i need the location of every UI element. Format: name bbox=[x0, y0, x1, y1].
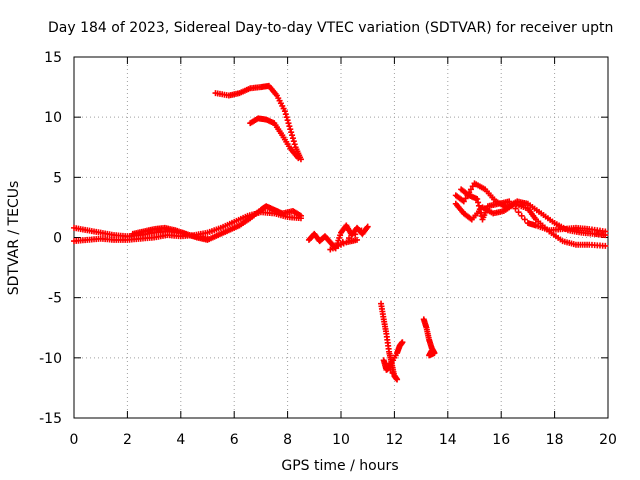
x-tick-label: 14 bbox=[439, 432, 457, 448]
x-tick-labels: 0 2 4 6 8 10 12 14 16 18 20 bbox=[70, 432, 617, 448]
data-point bbox=[285, 120, 292, 127]
y-tick-label: -15 bbox=[39, 411, 62, 427]
x-tick-label: 16 bbox=[492, 432, 510, 448]
data-point bbox=[289, 132, 296, 139]
data-point bbox=[476, 206, 483, 213]
y-tick-labels: -15 -10 -5 0 5 10 15 bbox=[39, 50, 62, 427]
y-axis-title: SDTVAR / TECUs bbox=[6, 181, 22, 296]
x-tick-label: 6 bbox=[230, 432, 239, 448]
series-arc-6c bbox=[458, 186, 609, 235]
data-point bbox=[474, 195, 481, 202]
series-arc-2b bbox=[247, 115, 302, 162]
data-point bbox=[291, 141, 298, 148]
data-point bbox=[391, 373, 398, 380]
data-point bbox=[467, 186, 474, 193]
x-tick-label: 20 bbox=[599, 432, 617, 448]
data-point bbox=[284, 117, 291, 124]
x-axis-title: GPS time / hours bbox=[281, 458, 398, 474]
data-point bbox=[389, 370, 396, 377]
data-point bbox=[346, 235, 353, 242]
x-tick-label: 4 bbox=[176, 432, 185, 448]
series-arc-2a bbox=[212, 82, 304, 163]
data-point bbox=[288, 129, 295, 136]
series-arc-3 bbox=[305, 222, 371, 253]
x-tick-label: 2 bbox=[123, 432, 132, 448]
series-arc-1c bbox=[129, 203, 304, 243]
data-point bbox=[462, 195, 469, 202]
y-tick-label: 0 bbox=[53, 231, 62, 247]
data-point bbox=[295, 155, 302, 162]
y-tick-label: -5 bbox=[48, 291, 62, 307]
data-point bbox=[297, 212, 304, 219]
y-tick-label: 15 bbox=[44, 50, 62, 66]
data-point bbox=[512, 205, 519, 212]
x-tick-label: 10 bbox=[332, 432, 350, 448]
data-point bbox=[282, 111, 289, 118]
data-point bbox=[475, 202, 482, 209]
data-point bbox=[289, 135, 296, 142]
data-point bbox=[509, 202, 516, 209]
data-point bbox=[286, 123, 293, 130]
data-point bbox=[290, 138, 297, 145]
data-point bbox=[515, 209, 522, 216]
y-tick-label: -10 bbox=[39, 351, 62, 367]
x-tick-label: 12 bbox=[385, 432, 403, 448]
data-point bbox=[602, 242, 609, 249]
data-point bbox=[506, 198, 513, 205]
series-arc-4 bbox=[378, 300, 406, 383]
data-point bbox=[521, 216, 528, 223]
data-markers bbox=[71, 82, 609, 383]
data-point bbox=[602, 228, 609, 235]
chart-title: Day 184 of 2023, Sidereal Day-to-day VTE… bbox=[48, 20, 613, 36]
data-point bbox=[428, 347, 435, 354]
y-tick-label: 5 bbox=[53, 170, 62, 186]
data-point bbox=[518, 212, 525, 219]
x-tick-label: 8 bbox=[283, 432, 292, 448]
data-point bbox=[399, 339, 406, 346]
y-tick-label: 10 bbox=[44, 110, 62, 126]
data-point bbox=[354, 236, 361, 243]
data-point bbox=[283, 114, 290, 121]
data-point bbox=[352, 231, 359, 238]
x-tick-label: 0 bbox=[70, 432, 79, 448]
data-point bbox=[394, 376, 401, 383]
data-point bbox=[358, 227, 365, 234]
data-point bbox=[281, 108, 288, 115]
data-point bbox=[287, 126, 294, 133]
data-point bbox=[460, 198, 467, 205]
axis-ticks bbox=[73, 56, 609, 419]
data-point bbox=[364, 223, 371, 230]
data-point bbox=[475, 199, 482, 206]
data-point bbox=[469, 183, 476, 190]
x-tick-label: 18 bbox=[546, 432, 564, 448]
series-arc-5 bbox=[420, 316, 438, 359]
